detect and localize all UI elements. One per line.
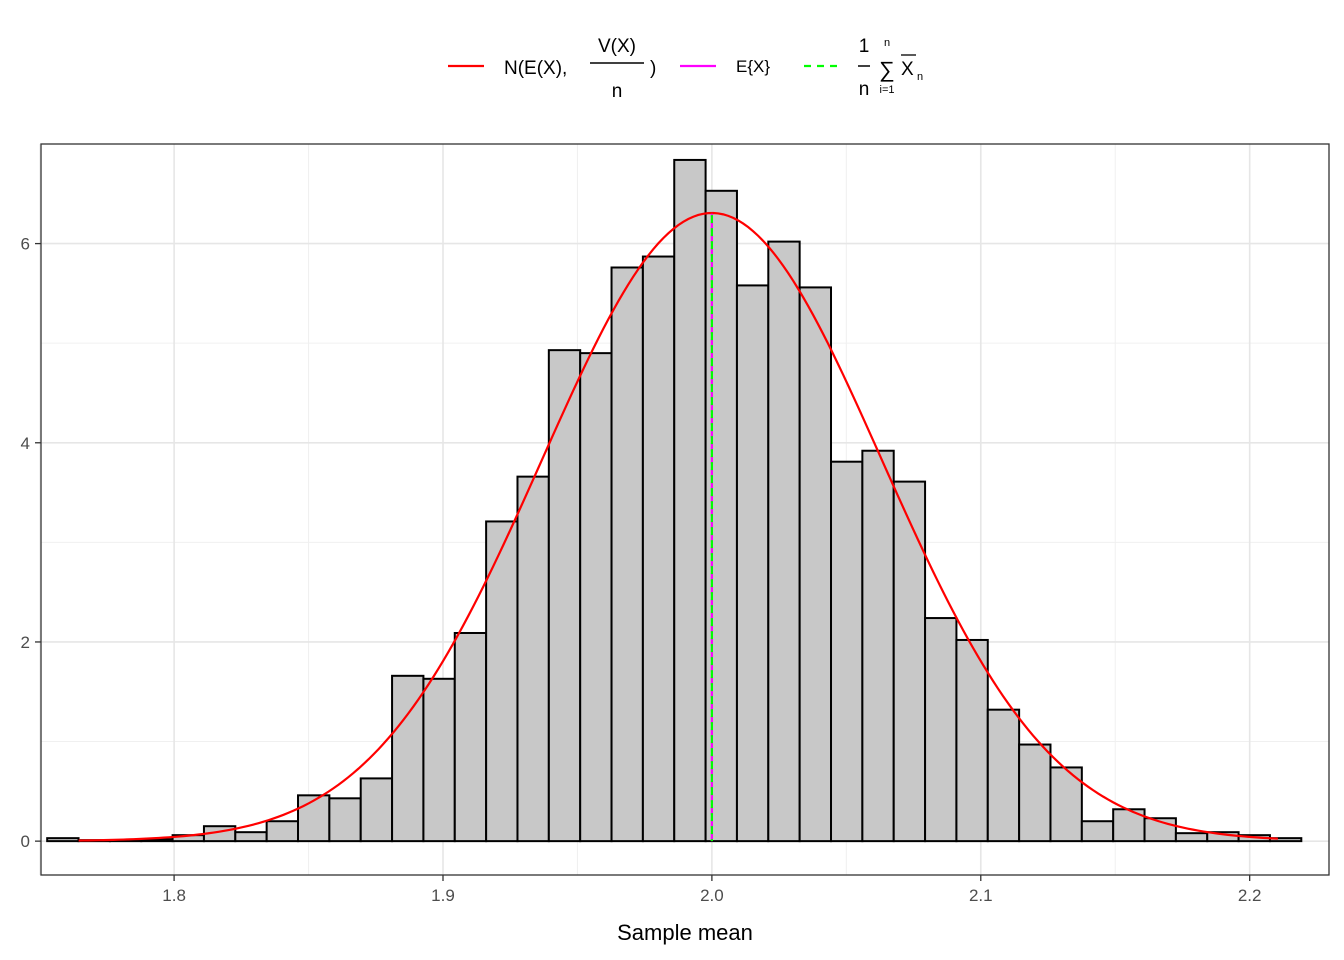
histogram-bar <box>46 837 80 843</box>
x-tick-label: 2.0 <box>700 886 724 905</box>
histogram-bar <box>735 284 770 843</box>
legend-label-mean-n: n <box>859 79 870 100</box>
histogram-bar <box>1049 766 1083 843</box>
legend-label-sum-top: n <box>884 37 890 49</box>
y-tick-label: 4 <box>21 434 30 453</box>
legend-label-normal-denominator: n <box>612 81 623 102</box>
histogram-bar <box>391 674 425 843</box>
histogram-bar <box>704 189 738 843</box>
histogram-bar <box>767 240 801 843</box>
x-tick-label: 1.8 <box>162 886 186 905</box>
histogram-bar <box>453 631 488 843</box>
x-tick-label: 2.1 <box>969 886 993 905</box>
legend-label-mean-one: 1 <box>859 36 870 57</box>
histogram-bar <box>265 820 300 843</box>
y-axis: 0 2 4 6 <box>21 235 41 851</box>
histogram-bar <box>297 794 331 843</box>
histogram-bar <box>485 520 519 843</box>
histogram-bar <box>673 158 707 843</box>
x-tick-label: 1.9 <box>431 886 455 905</box>
histogram-bar <box>798 286 833 843</box>
y-tick-label: 6 <box>21 235 30 254</box>
histogram-bar <box>422 677 456 843</box>
histogram-bar <box>1018 743 1052 843</box>
histogram-bar <box>516 475 550 843</box>
legend-label-xbar: X <box>901 59 914 80</box>
histogram-bar <box>610 266 644 843</box>
x-axis-title: Sample mean <box>617 920 753 945</box>
histogram-bar <box>986 708 1021 843</box>
histogram-bar <box>641 255 676 843</box>
legend-label-sum-sign: ∑ <box>879 57 895 82</box>
legend-label-normal-close: ) <box>650 58 656 79</box>
histogram-bar <box>234 831 268 843</box>
y-tick-label: 2 <box>21 633 30 652</box>
y-tick-label: 0 <box>21 832 30 851</box>
histogram-bar <box>1080 820 1115 843</box>
x-axis: 1.8 1.9 2.0 2.1 2.2 <box>162 875 1261 905</box>
histogram-bar <box>547 349 582 843</box>
histogram-bar <box>861 449 895 843</box>
histogram-bar <box>1174 832 1209 843</box>
x-tick-label: 2.2 <box>1238 886 1262 905</box>
histogram-bar <box>328 797 362 843</box>
legend: N(E(X), V(X) n ) E{X} 1 n n ∑ i=1 X n <box>448 36 923 102</box>
histogram-bar <box>1268 837 1303 843</box>
normal-density-curve <box>78 211 1278 842</box>
legend-label-normal-prefix: N(E(X), <box>504 58 567 79</box>
panel-border <box>40 143 1330 876</box>
histogram-bar <box>955 638 989 843</box>
legend-label-normal-numerator: V(X) <box>598 36 636 57</box>
histogram-bar <box>579 352 613 843</box>
legend-label-expectation: E{X} <box>736 57 770 76</box>
histogram-bar <box>830 460 864 843</box>
histogram-bar <box>892 480 927 843</box>
plot-panel <box>39 143 1330 876</box>
histogram-bar <box>924 617 958 843</box>
histogram-bar <box>359 777 394 843</box>
histogram-bars <box>46 158 1303 843</box>
legend-label-sum-bottom: i=1 <box>880 84 895 96</box>
legend-label-xbar-subscript: n <box>917 71 923 83</box>
